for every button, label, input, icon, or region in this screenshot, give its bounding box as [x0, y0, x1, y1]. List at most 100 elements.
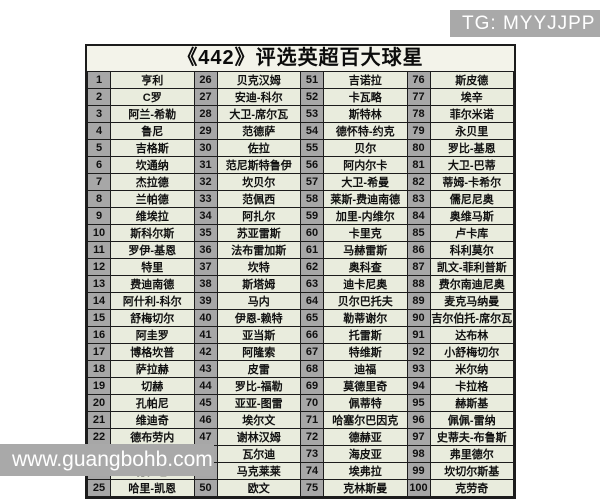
player-name-cell: 阿兰-希勒 — [110, 105, 195, 123]
rank-cell: 37 — [193, 258, 218, 276]
site-watermark-text: www.guangbohb.com — [12, 448, 213, 471]
player-name-cell: 大卫-希曼 — [323, 173, 408, 191]
player-name-cell: 小舒梅切尔 — [429, 343, 514, 361]
player-name-cell: 马克莱莱 — [216, 462, 301, 480]
player-name-cell: 杰拉德 — [110, 173, 195, 191]
player-name-cell: 谢林汉姆 — [216, 428, 301, 446]
player-name-cell: 卢卡库 — [429, 224, 514, 242]
rank-cell: 56 — [300, 156, 324, 174]
rank-cell: 26 — [193, 71, 218, 89]
table-row: 10 斯科尔斯 35 苏亚雷斯 60 卡里克 85 卢卡库 — [87, 224, 514, 242]
player-name-cell: 迪卡尼奥 — [323, 275, 408, 293]
rank-cell: 70 — [300, 394, 324, 412]
rank-cell: 57 — [300, 173, 324, 191]
player-name-cell: 蒂姆-卡希尔 — [429, 173, 514, 191]
rank-cell: 20 — [87, 394, 111, 412]
rank-cell: 82 — [406, 173, 431, 191]
rank-cell: 55 — [300, 139, 324, 157]
player-name-cell: 斯科尔斯 — [110, 224, 195, 242]
player-name-cell: 吉尔伯托-席尔瓦 — [429, 309, 514, 327]
rank-cell: 17 — [87, 343, 111, 361]
player-name-cell: 卡拉格 — [429, 377, 514, 395]
player-name-cell: 奥科查 — [323, 258, 408, 276]
player-name-cell: 奥维马斯 — [429, 207, 514, 225]
rank-cell: 40 — [193, 309, 218, 327]
rank-cell: 22 — [87, 428, 111, 446]
rank-cell: 77 — [406, 88, 431, 106]
rank-cell: 14 — [87, 292, 111, 310]
rank-cell: 50 — [193, 479, 218, 497]
player-name-cell: 阿圭罗 — [110, 326, 195, 344]
rank-cell: 5 — [87, 139, 111, 157]
rank-cell: 42 — [193, 343, 218, 361]
player-name-cell: 贝克汉姆 — [216, 71, 301, 89]
rank-cell: 80 — [406, 139, 431, 157]
player-name-cell: 米尔纳 — [429, 360, 514, 378]
player-name-cell: 佩蒂特 — [323, 394, 408, 412]
rank-cell: 41 — [193, 326, 218, 344]
player-name-cell: 莱斯-费迪南德 — [323, 190, 408, 208]
table-row: 9 维埃拉 34 阿扎尔 59 加里-内维尔 84 奥维马斯 — [87, 207, 514, 225]
rank-cell: 62 — [300, 258, 324, 276]
table-row: 3 阿兰-希勒 28 大卫-席尔瓦 53 斯特林 78 菲尔米诺 — [87, 105, 514, 123]
player-name-cell: 博格坎普 — [110, 343, 195, 361]
table-row: 19 切赫 44 罗比-福勒 69 莫德里奇 94 卡拉格 — [87, 377, 514, 395]
page-title: 《442》评选英超百大球星 — [177, 47, 424, 69]
player-name-cell: 阿扎尔 — [216, 207, 301, 225]
rank-cell: 34 — [193, 207, 218, 225]
rank-cell: 27 — [193, 88, 218, 106]
player-name-cell: 罗伊-基恩 — [110, 241, 195, 259]
rank-cell: 87 — [406, 258, 431, 276]
player-name-cell: 范德萨 — [216, 122, 301, 140]
rank-cell: 12 — [87, 258, 111, 276]
player-name-cell: 贝尔 — [323, 139, 408, 157]
rankings-table-body: 1 亨利 26 贝克汉姆 51 吉诺拉 76 斯皮德 2 C罗 27 安迪-科尔 52 卡瓦略 77 埃辛 3 阿… — [87, 71, 514, 497]
player-name-cell: 贝尔巴托夫 — [323, 292, 408, 310]
player-name-cell: 海皮亚 — [323, 445, 408, 463]
table-row: 11 罗伊-基恩 36 法布雷加斯 61 马赫雷斯 86 科利莫尔 — [87, 241, 514, 259]
player-name-cell: 卡瓦略 — [323, 88, 408, 106]
table-row: 7 杰拉德 32 坎贝尔 57 大卫-希曼 82 蒂姆-卡希尔 — [87, 173, 514, 191]
player-name-cell: 维迪奇 — [110, 411, 195, 429]
rank-cell: 38 — [193, 275, 218, 293]
player-name-cell: 吉格斯 — [110, 139, 195, 157]
player-name-cell: 莫德里奇 — [323, 377, 408, 395]
table-row: 12 特里 37 坎特 62 奥科查 87 凯文-菲利普斯 — [87, 258, 514, 276]
player-name-cell: 托雷斯 — [323, 326, 408, 344]
table-row: 16 阿圭罗 41 亚当斯 66 托雷斯 91 达布林 — [87, 326, 514, 344]
player-name-cell: 马内 — [216, 292, 301, 310]
player-name-cell: 弗里德尔 — [429, 445, 514, 463]
player-name-cell: 埃尔文 — [216, 411, 301, 429]
player-name-cell: 儒尼尼奥 — [429, 190, 514, 208]
rank-cell: 81 — [406, 156, 431, 174]
player-name-cell: 佩佩-雷纳 — [429, 411, 514, 429]
player-name-cell: 麦克马纳曼 — [429, 292, 514, 310]
rank-cell: 31 — [193, 156, 218, 174]
player-name-cell: 特里 — [110, 258, 195, 276]
rank-cell: 68 — [300, 360, 324, 378]
player-name-cell: 亨利 — [110, 71, 195, 89]
player-name-cell: 特维斯 — [323, 343, 408, 361]
rank-cell: 91 — [406, 326, 431, 344]
rank-cell: 67 — [300, 343, 324, 361]
table-row: 5 吉格斯 30 佐拉 55 贝尔 80 罗比-基恩 — [87, 139, 514, 157]
rank-cell: 9 — [87, 207, 111, 225]
rank-cell: 44 — [193, 377, 218, 395]
rank-cell: 95 — [406, 394, 431, 412]
table-row: 25 哈里-凯恩 50 欧文 75 克林斯曼 100 克劳奇 — [87, 479, 514, 497]
rankings-board: 《442》评选英超百大球星 1 亨利 26 贝克汉姆 51 吉诺拉 76 斯皮德 2 C罗 27 安迪… — [85, 44, 516, 499]
player-name-cell: 罗比-福勒 — [216, 377, 301, 395]
table-row: 6 坎通纳 31 范尼斯特鲁伊 56 阿内尔卡 81 大卫-巴蒂 — [87, 156, 514, 174]
rank-cell: 73 — [300, 445, 324, 463]
rank-cell: 10 — [87, 224, 111, 242]
player-name-cell: 德布劳内 — [110, 428, 195, 446]
table-row: 18 萨拉赫 43 皮雷 68 迪福 93 米尔纳 — [87, 360, 514, 378]
rank-cell: 65 — [300, 309, 324, 327]
table-row: 4 鲁尼 29 范德萨 54 德怀特-约克 79 永贝里 — [87, 122, 514, 140]
rank-cell: 78 — [406, 105, 431, 123]
player-name-cell: 亚当斯 — [216, 326, 301, 344]
rank-cell: 66 — [300, 326, 324, 344]
rank-cell: 51 — [300, 71, 324, 89]
rank-cell: 93 — [406, 360, 431, 378]
rank-cell: 69 — [300, 377, 324, 395]
